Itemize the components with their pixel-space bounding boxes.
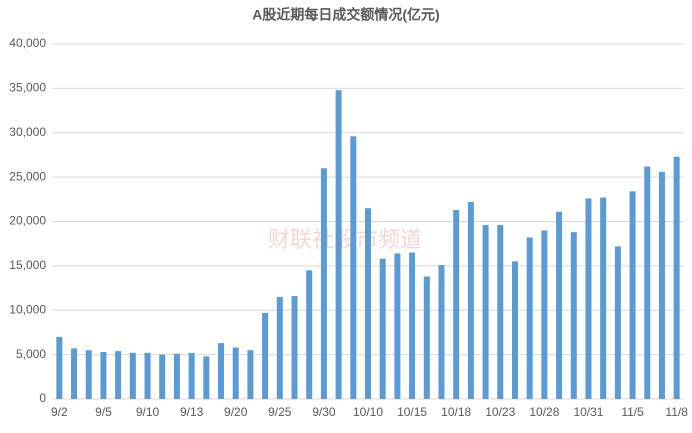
y-tick-label: 20,000 [9,214,46,228]
bar [85,350,92,399]
y-tick-label: 10,000 [9,302,46,316]
watermark: 财联社股市频道 [268,227,422,252]
x-tick-label: 9/10 [136,405,160,419]
chart-title: A股近期每日成交额情况(亿元) [252,7,439,23]
bar [570,232,577,399]
bar [629,191,636,399]
bar [350,136,357,400]
bar [585,198,592,399]
bar [453,209,460,399]
bar [526,237,533,399]
x-tick-label: 9/2 [51,405,68,419]
x-tick-label: 10/28 [529,405,559,419]
bar [658,171,665,399]
bar [423,276,430,399]
x-tick-label: 11/5 [621,405,644,419]
bar [482,225,489,399]
bar [335,90,342,400]
bar [262,312,269,399]
x-tick-label: 9/5 [95,405,112,419]
y-tick-label: 25,000 [9,169,46,183]
x-tick-label: 10/23 [485,405,515,419]
bar [144,352,151,399]
bar [306,270,313,399]
y-tick-label: 5,000 [16,347,46,361]
bar [159,354,166,399]
bar [320,168,327,399]
bar [232,347,239,399]
bar [365,208,371,399]
bar [129,352,136,399]
bar [497,225,504,399]
bar [115,351,122,399]
bar [394,253,401,399]
x-tick-label: 11/8 [665,405,688,419]
bar [409,252,416,399]
bar [218,343,225,399]
bar [276,296,283,399]
bar [56,336,63,399]
y-tick-label: 40,000 [9,36,46,50]
y-tick-label: 30,000 [9,125,46,139]
y-tick-label: 0 [39,391,46,405]
bar [511,261,518,399]
x-tick-label: 9/13 [180,405,204,419]
bar [556,211,563,399]
bar [673,156,680,399]
bar [247,350,254,399]
bar [614,246,621,399]
bar [100,351,107,399]
x-tick-label: 10/18 [441,405,471,419]
x-tick-label: 9/20 [224,405,248,419]
bar [600,197,607,399]
bar [438,264,445,399]
bar [291,296,298,399]
x-tick-label: 10/10 [353,405,383,419]
bar [173,353,180,399]
x-tick-label: 10/31 [573,405,603,419]
x-tick-label: 9/25 [268,405,292,419]
y-tick-label: 35,000 [9,81,46,95]
bar [203,356,210,399]
bar [644,166,651,399]
bar [467,201,474,399]
y-tick-label: 15,000 [9,258,46,272]
x-tick-label: 9/30 [312,405,336,419]
x-tick-label: 10/15 [397,405,427,419]
bar [379,258,386,399]
bar [71,348,78,399]
bar [541,230,548,399]
bar [188,352,195,399]
